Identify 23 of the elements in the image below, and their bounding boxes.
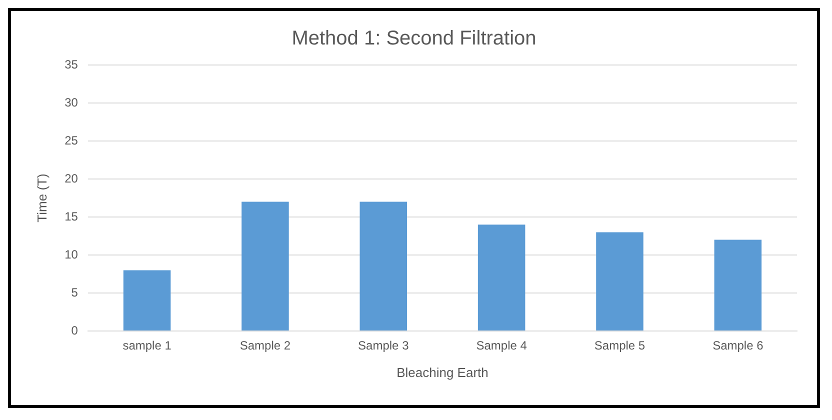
x-tick-label: Sample 4 (476, 338, 528, 353)
chart-title: Method 1: Second Filtration (292, 28, 536, 50)
y-tick-label: 20 (64, 171, 78, 186)
x-tick-label: Sample 5 (594, 338, 646, 353)
bar (714, 240, 762, 330)
bar (242, 202, 289, 330)
y-tick-label: 30 (64, 95, 78, 110)
x-axis-title: Bleaching Earth (396, 364, 488, 380)
bar (123, 270, 171, 330)
x-tick-label: Sample 2 (240, 338, 291, 353)
x-tick-label: Sample 3 (358, 338, 410, 353)
bar (478, 224, 526, 330)
y-tick-label: 5 (71, 285, 78, 300)
y-tick-label: 35 (64, 57, 78, 72)
y-axis-title: Time (T) (34, 174, 50, 222)
y-tick-label: 10 (64, 247, 78, 262)
bar (360, 202, 408, 330)
x-tick-label: sample 1 (122, 338, 172, 353)
y-tick-label: 15 (64, 209, 78, 224)
x-tick-label: Sample 6 (712, 338, 764, 353)
y-tick-label: 0 (71, 323, 78, 338)
bar (596, 232, 644, 330)
y-tick-label: 25 (64, 133, 78, 148)
